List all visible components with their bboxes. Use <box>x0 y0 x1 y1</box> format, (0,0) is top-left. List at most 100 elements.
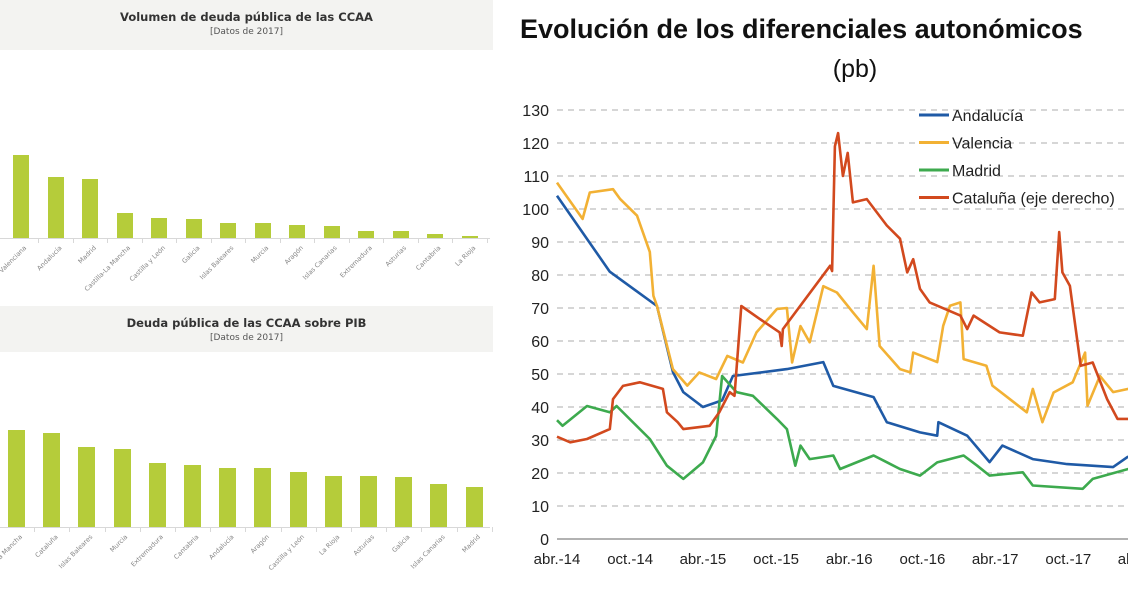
bar <box>289 224 305 238</box>
x-axis-line <box>0 527 490 528</box>
x-tick <box>107 238 109 243</box>
x-tick <box>383 238 385 243</box>
y-tick-label: 60 <box>531 334 549 351</box>
x-tick <box>210 238 212 243</box>
legend-label: Cataluña (eje derecho) <box>952 191 1115 208</box>
bar <box>184 464 201 527</box>
x-tick <box>491 527 493 532</box>
x-axis-line <box>0 238 490 239</box>
x-tick <box>350 527 352 532</box>
bar <box>78 447 96 527</box>
bar <box>116 212 133 238</box>
series-line-1 <box>555 181 1128 424</box>
bar <box>82 179 98 238</box>
bar <box>324 475 342 527</box>
bar-label: Asturias <box>351 533 377 558</box>
spreads-line-chart: 0 10 20 30 40 50 60 70 80 90 100 110 120 130 abr.-14 oc… <box>500 0 1128 591</box>
bar <box>47 177 64 238</box>
y-tick-label: 0 <box>540 532 549 549</box>
series-line-2 <box>556 374 1128 491</box>
bar-label: Islas Canarias <box>409 533 447 571</box>
x-tick-label: oct.-17 <box>1045 551 1091 568</box>
y-tick-label: 80 <box>531 268 549 285</box>
bar <box>148 462 166 527</box>
x-tick <box>176 238 178 243</box>
bar-label: Aragón <box>282 244 305 267</box>
x-tick <box>69 527 71 532</box>
y-tick-label: 70 <box>531 301 549 318</box>
volume-chart-title: Volumen de deuda pública de las CCAA <box>120 10 373 24</box>
bar-label: La Rioja <box>453 244 478 268</box>
x-tick-label: oct.-14 <box>607 551 653 568</box>
bar-label: Castilla y León <box>266 533 306 573</box>
bar-label: Cantabria <box>172 533 201 562</box>
bar-label: Galicia <box>390 533 412 555</box>
y-tick-label: 100 <box>522 202 549 219</box>
bar-label: Murcia <box>249 244 271 265</box>
y-tick-label: 120 <box>522 136 549 153</box>
y-tick-label: 130 <box>522 103 549 120</box>
bar-label: Asturias <box>383 244 409 269</box>
x-tick-label: oct.-16 <box>899 551 945 568</box>
y-tick-label: 30 <box>531 433 549 450</box>
gdp-bar-chart: Castilla-La Mancha Cataluña Islas Baleares… <box>0 352 495 591</box>
x-tick <box>279 238 281 243</box>
bar <box>185 218 202 238</box>
bar-label: Galicia <box>179 244 202 266</box>
x-tick <box>72 238 74 243</box>
bar-label: Madrid <box>460 533 482 555</box>
gdp-chart-header: Deuda pública de las CCAA sobre PIB [Dat… <box>0 306 493 352</box>
bar-label: Cantabria <box>414 244 443 273</box>
bar-label: Madrid <box>76 244 98 266</box>
x-tick <box>348 238 350 243</box>
bar <box>220 222 236 238</box>
bar <box>430 484 448 527</box>
bar-label: Andalucía <box>34 244 64 273</box>
y-tick-label: 110 <box>523 169 549 186</box>
spreads-plot: 0 10 20 30 40 50 60 70 80 90 100 110 120 130 abr.-14 oc… <box>522 103 1128 568</box>
y-tick-label: 10 <box>531 499 549 516</box>
x-tick <box>141 238 143 243</box>
bar <box>395 477 413 527</box>
bar-label: Murcia <box>108 533 130 554</box>
bar <box>219 467 237 527</box>
bar <box>254 222 271 238</box>
x-tick <box>245 527 247 532</box>
bar <box>358 230 374 238</box>
spreads-chart-unit: (pb) <box>832 55 878 83</box>
gdp-chart-subtitle: [Datos de 2017] <box>209 333 284 343</box>
x-tick <box>452 238 454 243</box>
volume-bar-chart: Comunidad Valenciana Andalucía Madrid Casti… <box>0 50 495 305</box>
bar-label: Aragón <box>248 533 271 556</box>
x-tick <box>38 238 40 243</box>
x-tick <box>421 527 423 532</box>
series-line-3 <box>556 131 1128 444</box>
x-tick-label: oct.-15 <box>753 551 799 568</box>
bar <box>360 476 377 527</box>
y-tick-label: 50 <box>531 367 549 384</box>
bar-label: La Rioja <box>317 533 341 557</box>
legend-label: Andalucía <box>952 108 1023 125</box>
x-tick-label: abr.-18 <box>1118 551 1128 568</box>
bar <box>465 487 483 527</box>
x-tick-label: abr.-15 <box>680 551 727 568</box>
bar-label: Cataluña <box>33 533 60 560</box>
bar-label: Islas Baleares <box>57 533 95 571</box>
volume-chart-header: Volumen de deuda pública de las CCAA [Da… <box>0 0 493 50</box>
volume-chart-subtitle: [Datos de 2017] <box>209 27 284 37</box>
series-line-0 <box>555 195 1128 469</box>
legend-label: Valencia <box>952 136 1012 153</box>
bar <box>113 449 131 527</box>
bar-label: Castilla y León <box>127 244 167 284</box>
bar <box>151 217 167 238</box>
x-tick <box>417 238 419 243</box>
spreads-chart-title: Evolución de los diferenciales autonómic… <box>520 14 1083 44</box>
bar <box>392 230 409 238</box>
x-tick <box>174 527 176 532</box>
x-tick-label: abr.-14 <box>534 551 581 568</box>
bar <box>254 467 272 527</box>
legend-label: Madrid <box>952 163 1001 180</box>
x-tick <box>315 527 317 532</box>
gdp-chart-title: Deuda pública de las CCAA sobre PIB <box>126 316 367 330</box>
bar <box>427 233 443 238</box>
